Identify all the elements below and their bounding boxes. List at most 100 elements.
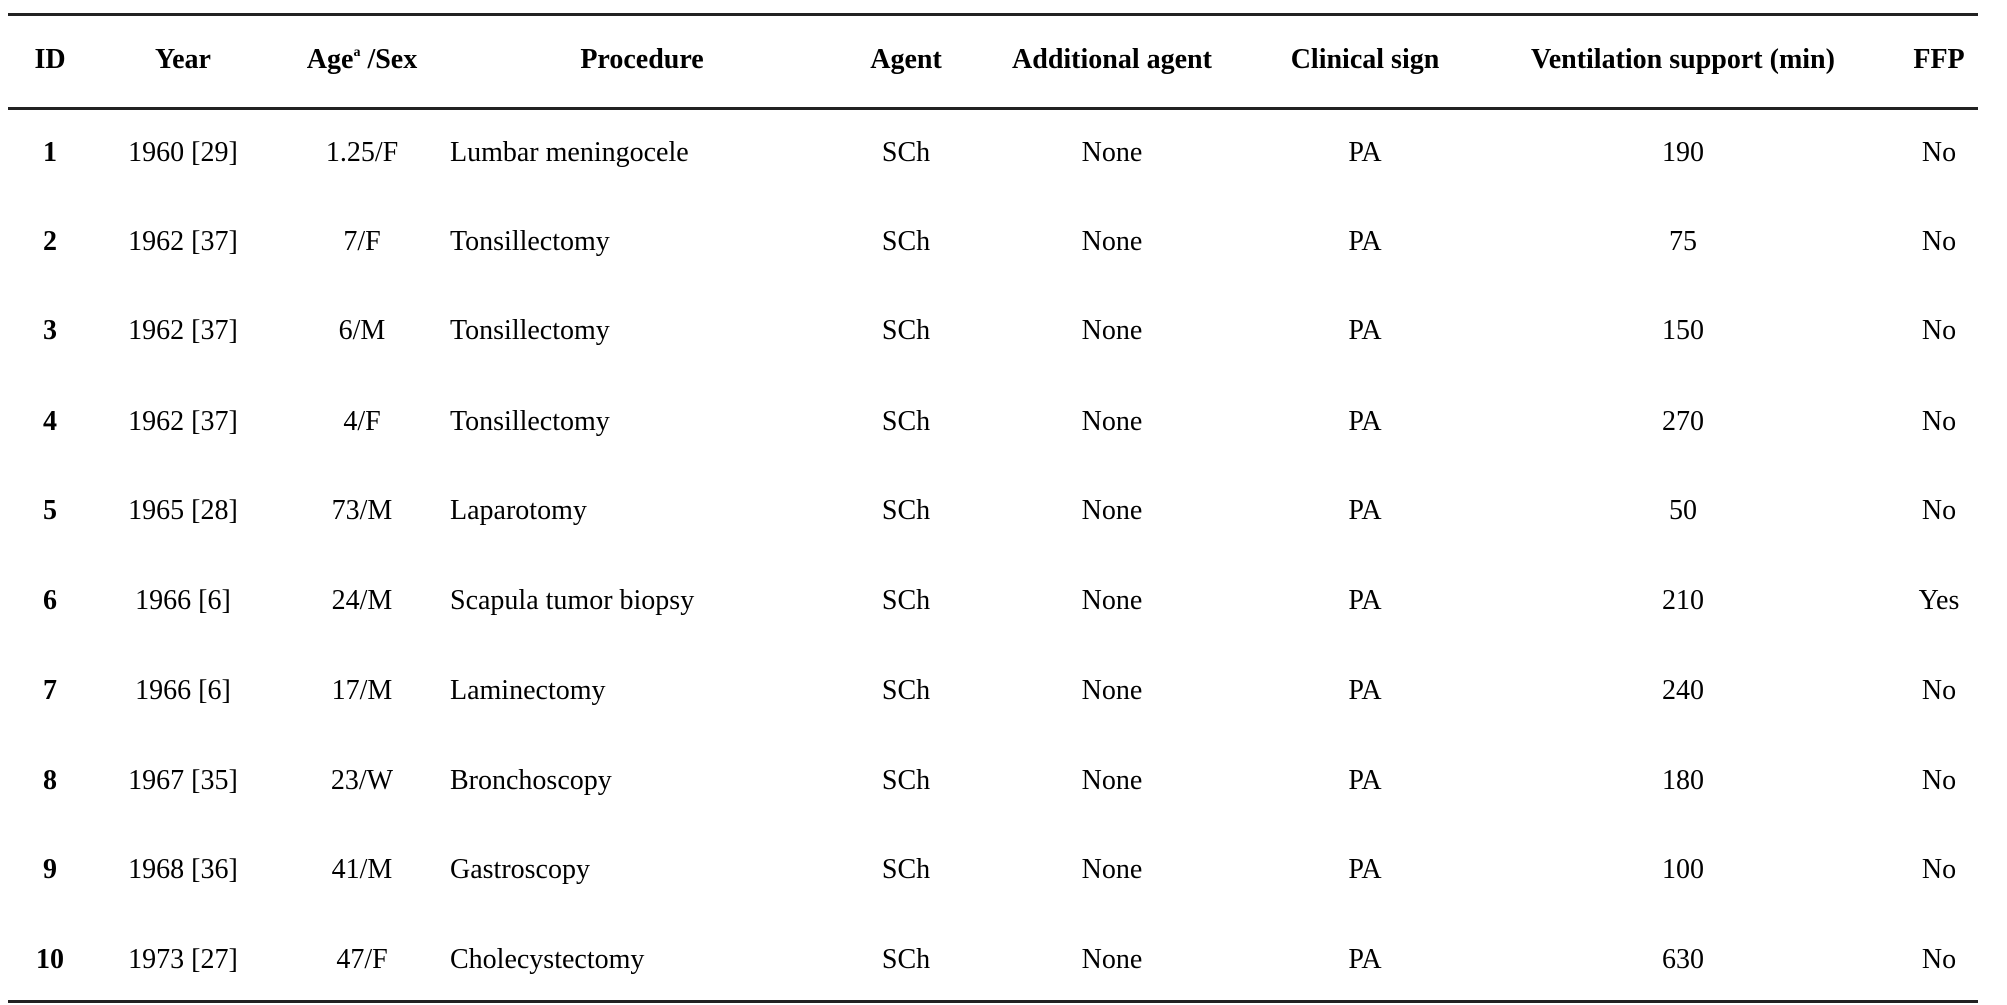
cell-additional-agent: None [1081, 585, 1143, 616]
cell-clinical-sign: PA [1348, 944, 1382, 975]
cell-agent: SCh [881, 495, 931, 526]
cell-id: 1 [43, 137, 57, 168]
cell-age-sex: 7/F [343, 226, 381, 257]
cell-clinical-sign: PA [1348, 854, 1382, 885]
cell-id: 9 [43, 854, 57, 885]
header-ffp: FFP [1913, 44, 1965, 75]
cell-clinical-sign: PA [1348, 315, 1382, 346]
cell-agent: SCh [881, 765, 931, 796]
header-age: Age [306, 44, 354, 75]
cell-clinical-sign: PA [1348, 406, 1382, 437]
header-clinical-sign: Clinical sign [1290, 44, 1440, 75]
cell-age-sex: 23/W [330, 765, 394, 796]
cell-agent: SCh [881, 406, 931, 437]
cell-ffp: No [1921, 854, 1957, 885]
cell-additional-agent: None [1081, 226, 1143, 257]
cell-year: 1960 [29] [128, 137, 238, 168]
cell-procedure: Lumbar meningocele [450, 137, 689, 168]
cell-clinical-sign: PA [1348, 585, 1382, 616]
header-procedure: Procedure [580, 44, 704, 75]
cell-ventilation-support: 190 [1662, 137, 1704, 168]
cell-clinical-sign: PA [1348, 226, 1382, 257]
cell-procedure: Tonsillectomy [450, 406, 610, 437]
cell-id: 5 [43, 495, 57, 526]
cell-procedure: Tonsillectomy [450, 226, 610, 257]
cell-ffp: No [1921, 765, 1957, 796]
cell-ventilation-support: 150 [1662, 315, 1704, 346]
cell-ffp: No [1921, 944, 1957, 975]
cell-ventilation-support: 240 [1662, 675, 1704, 706]
header-agent: Agent [870, 44, 942, 75]
cell-ffp: No [1921, 406, 1957, 437]
cell-ventilation-support: 50 [1669, 495, 1697, 526]
footnote-marker: a [353, 45, 361, 60]
cell-id: 2 [43, 226, 57, 257]
cell-clinical-sign: PA [1348, 137, 1382, 168]
cell-age-sex: 1.25/F [325, 137, 399, 168]
cell-additional-agent: None [1081, 315, 1143, 346]
cell-additional-agent: None [1081, 137, 1143, 168]
cell-id: 10 [36, 944, 64, 975]
cell-year: 1966 [6] [135, 675, 231, 706]
cell-procedure: Cholecystectomy [450, 944, 645, 975]
cell-ventilation-support: 100 [1662, 854, 1704, 885]
cell-year: 1962 [37] [128, 315, 238, 346]
cell-id: 4 [43, 406, 57, 437]
cell-additional-agent: None [1081, 765, 1143, 796]
cell-procedure: Scapula tumor biopsy [450, 585, 695, 616]
cell-id: 6 [43, 585, 57, 616]
cell-year: 1967 [35] [128, 765, 238, 796]
cell-age-sex: 4/F [343, 406, 381, 437]
cell-id: 3 [43, 315, 57, 346]
cell-procedure: Bronchoscopy [450, 765, 612, 796]
cell-clinical-sign: PA [1348, 765, 1382, 796]
cell-id: 7 [43, 675, 57, 706]
cell-procedure: Gastroscopy [450, 854, 590, 885]
cell-ffp: No [1921, 137, 1957, 168]
cell-year: 1966 [6] [135, 585, 231, 616]
cell-ventilation-support: 180 [1662, 765, 1704, 796]
cell-procedure: Tonsillectomy [450, 315, 610, 346]
table-top-rule [8, 13, 1978, 16]
header-age-sex: Agea /Sex [307, 43, 417, 77]
cell-additional-agent: None [1081, 495, 1143, 526]
cell-ffp: No [1921, 315, 1957, 346]
header-ventilation-support: Ventilation support (min) [1531, 44, 1835, 75]
cell-agent: SCh [881, 944, 931, 975]
cell-additional-agent: None [1081, 944, 1143, 975]
header-additional-agent: Additional agent [1012, 44, 1212, 75]
cell-additional-agent: None [1081, 854, 1143, 885]
cell-age-sex: 73/M [331, 495, 393, 526]
cell-agent: SCh [881, 675, 931, 706]
cell-agent: SCh [881, 226, 931, 257]
cell-year: 1962 [37] [128, 226, 238, 257]
table-header-rule [8, 107, 1978, 110]
cell-age-sex: 47/F [336, 944, 388, 975]
header-year: Year [155, 44, 211, 75]
cell-year: 1962 [37] [128, 406, 238, 437]
cell-agent: SCh [881, 585, 931, 616]
cell-additional-agent: None [1081, 675, 1143, 706]
cell-agent: SCh [881, 854, 931, 885]
cell-ventilation-support: 75 [1669, 226, 1697, 257]
cell-agent: SCh [881, 137, 931, 168]
cell-age-sex: 6/M [338, 315, 386, 346]
cell-agent: SCh [881, 315, 931, 346]
cell-year: 1968 [36] [128, 854, 238, 885]
cell-ventilation-support: 630 [1662, 944, 1704, 975]
header-sex: /Sex [367, 44, 418, 75]
header-id: ID [34, 44, 66, 75]
cell-ffp: No [1921, 675, 1957, 706]
cell-ventilation-support: 270 [1662, 406, 1704, 437]
cell-year: 1973 [27] [128, 944, 238, 975]
cell-ffp: Yes [1918, 585, 1960, 616]
cell-age-sex: 17/M [331, 675, 393, 706]
cell-ventilation-support: 210 [1662, 585, 1704, 616]
cell-procedure: Laparotomy [450, 495, 587, 526]
cell-procedure: Laminectomy [450, 675, 606, 706]
table-bottom-rule [8, 1000, 1978, 1003]
cell-additional-agent: None [1081, 406, 1143, 437]
cell-clinical-sign: PA [1348, 495, 1382, 526]
cell-year: 1965 [28] [128, 495, 238, 526]
cell-ffp: No [1921, 495, 1957, 526]
